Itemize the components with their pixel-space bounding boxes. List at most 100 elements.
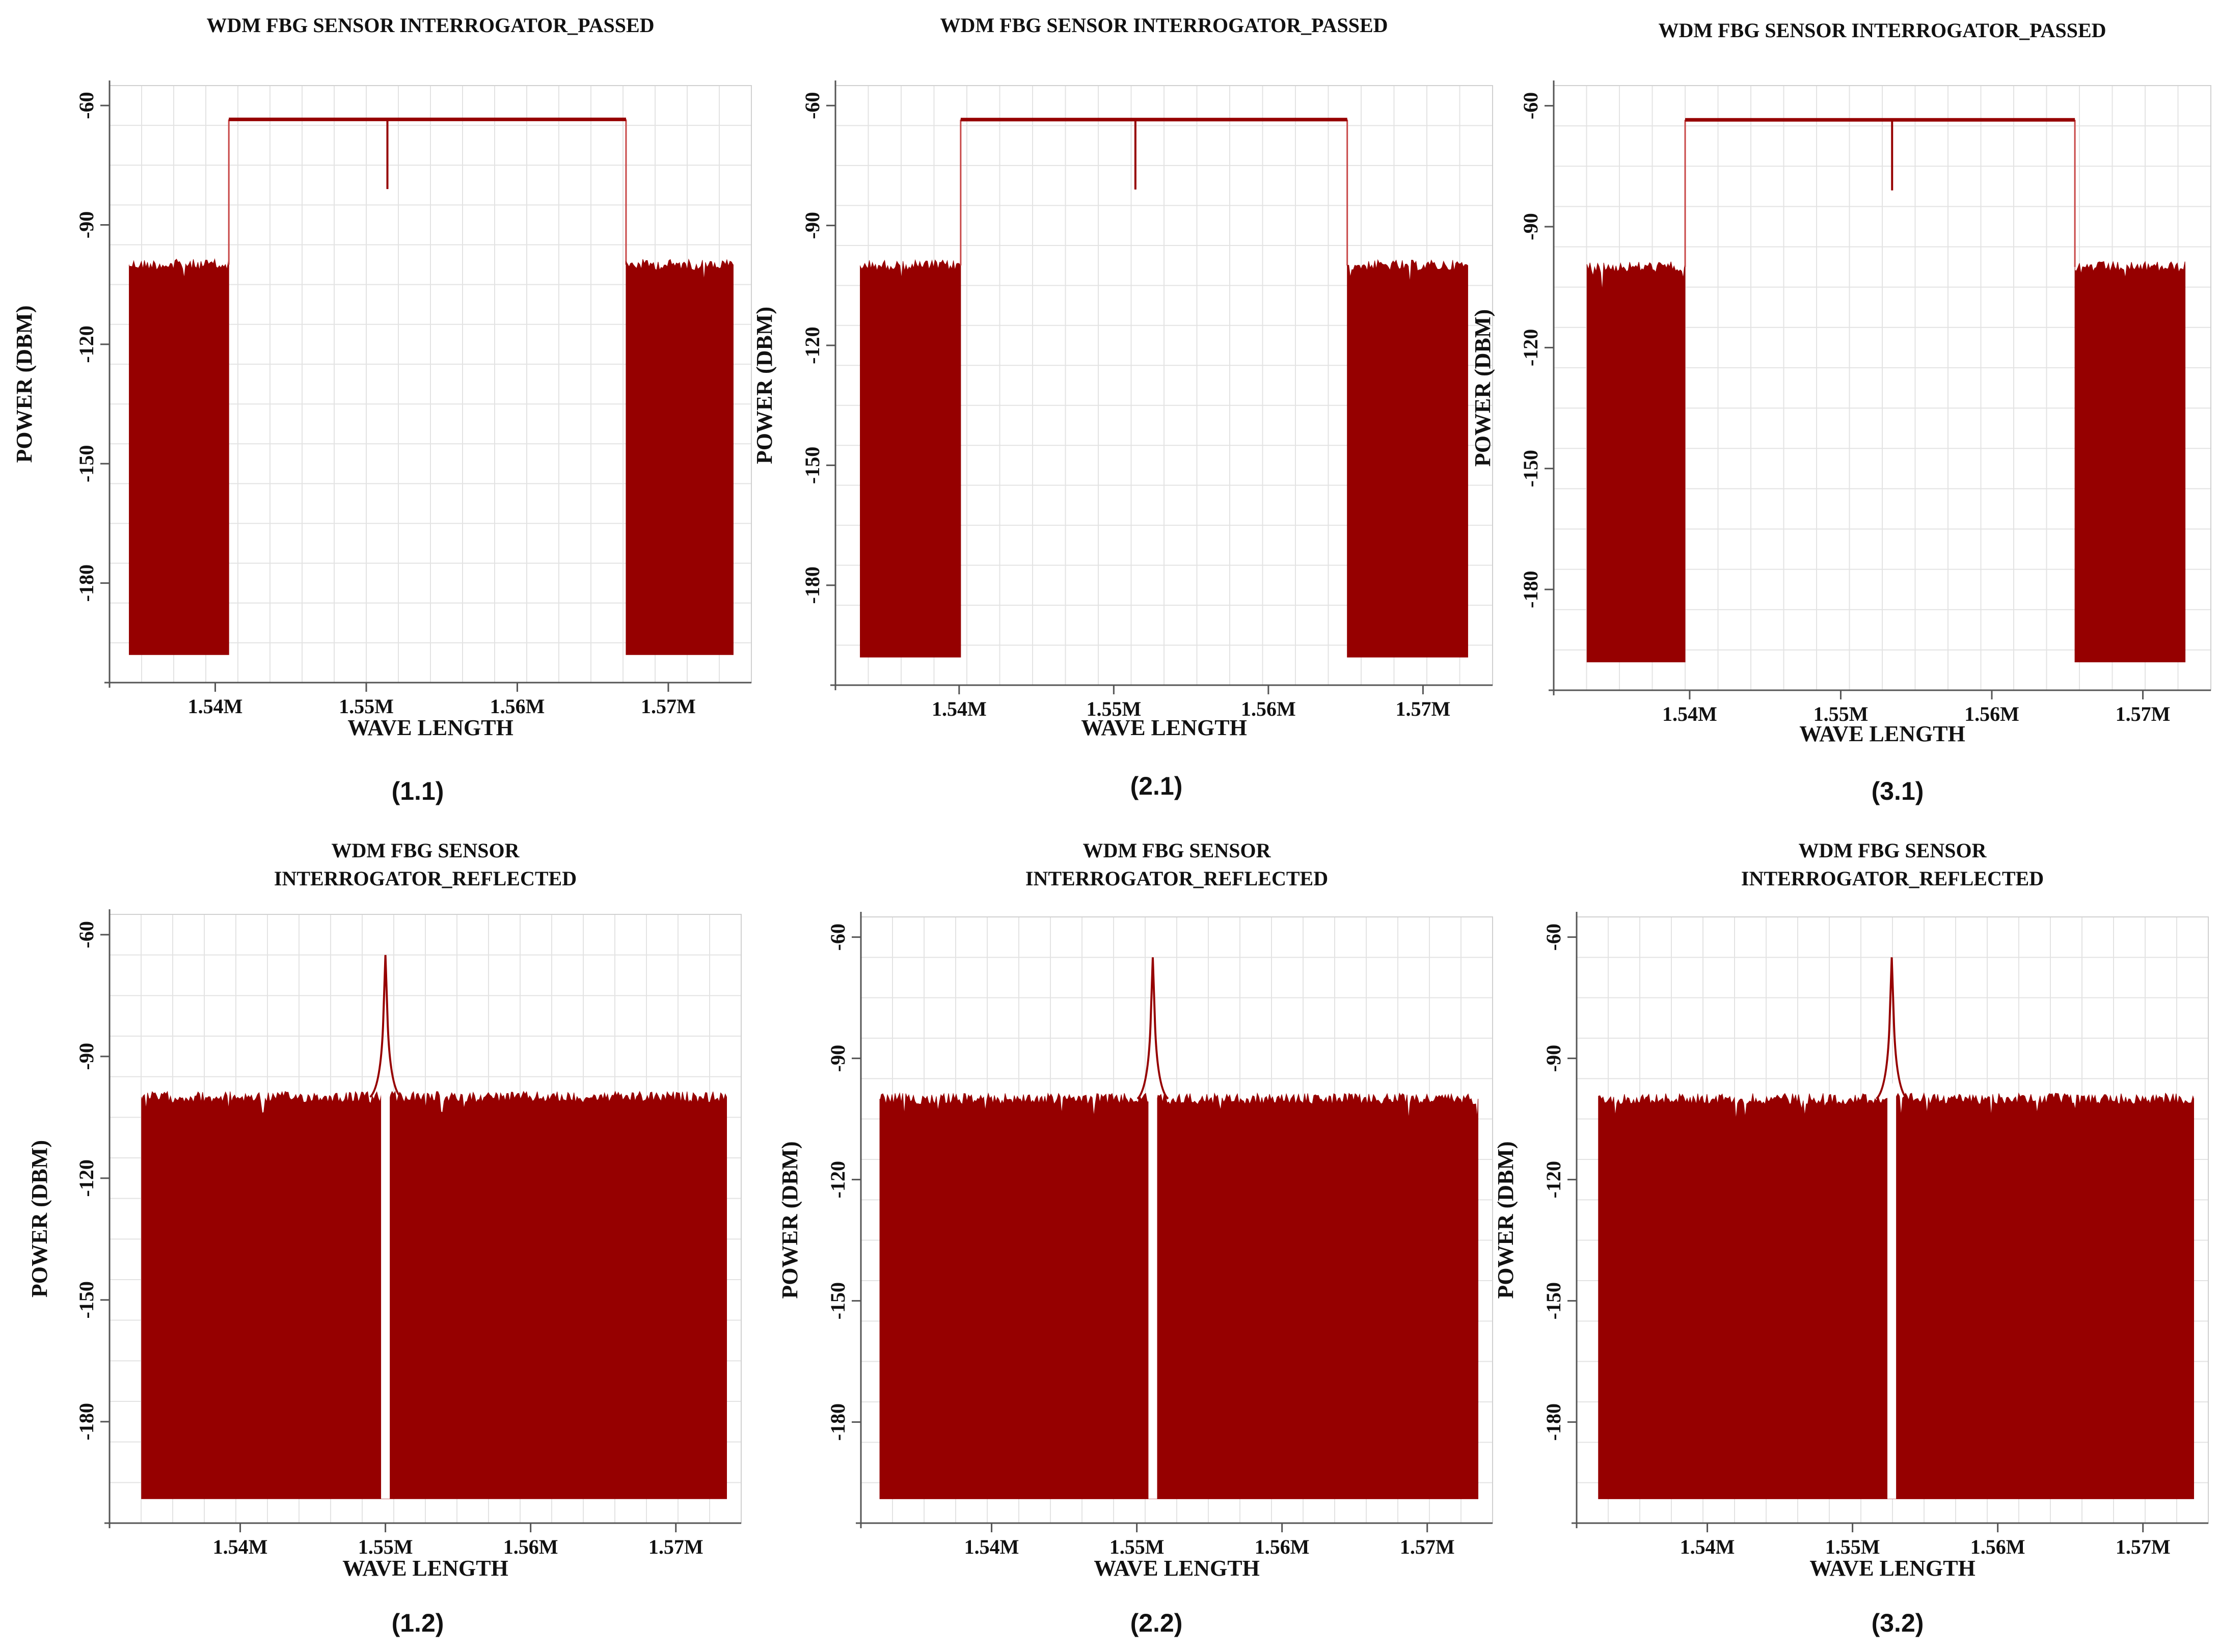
y-tick-label: -90 [1542,1045,1565,1072]
x-axis-label: WAVE LENGTH [347,715,513,740]
chart-panel-2-2: -60 -90 -120 -150 -180 1.54M 1.55M 1.56M 1.57M WD… [777,839,1493,1637]
x-tick-label: 1.54M [1662,702,1717,725]
x-tick-label: 1.55M [358,1535,413,1558]
x-tick-label: 1.54M [213,1535,268,1558]
x-tick-label: 1.56M [1255,1535,1310,1558]
x-tick-label: 1.57M [1400,1535,1455,1558]
y-tick-label: -60 [75,92,98,119]
series-group [141,955,727,1499]
y-tick-label: -150 [1542,1282,1565,1319]
x-tick-label: 1.55M [1110,1535,1165,1558]
x-tick-label: 1.56M [1964,702,2019,725]
y-tick-label: -60 [1542,924,1565,951]
y-axis-label: POWER (DBM) [27,1140,52,1297]
series-group [1598,957,2194,1499]
noise-band-0 [1586,261,1686,663]
x-tick-label: 1.57M [641,695,696,718]
x-tick-label: 1.54M [188,695,243,718]
y-tick-label: -150 [75,445,98,482]
y-tick-label: -180 [1542,1403,1565,1441]
y-tick-label: -180 [1519,571,1542,608]
y-tick-label: -120 [75,326,98,363]
noise-band-0 [128,258,229,655]
y-tick-label: -120 [1519,329,1542,366]
chart-panel-3-1: -60 -90 -120 -150 -180 1.54M 1.55M 1.56M 1.57M WD… [1470,19,2211,805]
series-group [1586,118,2186,663]
y-tick-label: -180 [75,564,98,602]
x-axis-label: WAVE LENGTH [1799,721,1965,746]
chart-title: INTERROGATOR_REFLECTED [1741,867,2044,890]
y-tick-label: -150 [75,1281,98,1318]
y-tick-label: -180 [75,1403,98,1440]
y-axis-label: POWER (DBM) [1493,1141,1518,1298]
series-group [128,117,734,655]
chart-title: WDM FBG SENSOR [1083,839,1271,862]
x-tick-label: 1.57M [2116,702,2171,725]
x-tick-label: 1.56M [490,695,545,718]
panel-caption: (2.1) [1130,772,1183,800]
series-group [879,957,1478,1499]
y-tick-label: -60 [1519,92,1542,119]
noise-band-3 [2074,260,2186,663]
x-tick-label: 1.55M [1825,1535,1880,1558]
y-tick-label: -90 [801,212,824,239]
x-tick-label: 1.56M [1241,697,1296,720]
x-tick-label: 1.56M [503,1535,558,1558]
panel-caption: (1.1) [392,777,444,805]
chart-panel-2-1: -60 -90 -120 -150 -180 1.54M 1.55M 1.56M 1.57M WD… [752,14,1493,800]
chart-panel-3-2: -60 -90 -120 -150 -180 1.54M 1.55M 1.56M 1.57M WD… [1493,839,2209,1637]
x-tick-label: 1.55M [1814,702,1869,725]
x-tick-label: 1.54M [964,1535,1019,1558]
chart-title: WDM FBG SENSOR [332,839,520,862]
band-gap [381,1081,390,1499]
x-axis-label: WAVE LENGTH [342,1556,508,1581]
y-tick-label: -90 [75,1043,98,1070]
y-axis-label: POWER (DBM) [777,1141,802,1298]
reflection-peak [1136,957,1169,1100]
y-tick-label: -120 [826,1161,849,1198]
y-tick-label: -60 [75,921,98,948]
y-tick-label: -180 [801,566,824,604]
panel-caption: (2.2) [1130,1609,1183,1637]
y-tick-label: -60 [801,92,824,119]
x-tick-label: 1.54M [1680,1535,1735,1558]
x-tick-label: 1.57M [648,1535,703,1558]
x-axis-label: WAVE LENGTH [1809,1556,1976,1581]
x-tick-label: 1.57M [1396,697,1451,720]
chart-panel-1-2: -60 -90 -120 -150 -180 1.54M 1.55M 1.56M 1.57M WD… [27,839,742,1637]
y-tick-label: -90 [75,211,98,238]
chart-title: INTERROGATOR_REFLECTED [274,867,577,890]
x-axis-label: WAVE LENGTH [1094,1556,1260,1581]
noise-band-3 [1347,259,1468,658]
series-group [860,118,1468,658]
y-tick-label: -120 [1542,1161,1565,1198]
y-tick-label: -120 [801,327,824,364]
chart-title: INTERROGATOR_REFLECTED [1025,867,1328,890]
band-gap [1148,1084,1157,1499]
y-axis-label: POWER (DBM) [12,305,37,463]
chart-title: WDM FBG SENSOR [1799,839,1987,862]
reflection-peak [369,955,402,1098]
chart-title: WDM FBG SENSOR INTERROGATOR_PASSED [1658,19,2106,42]
noise-band-0 [141,1091,727,1499]
panel-caption: (1.2) [392,1609,444,1637]
y-tick-label: -60 [826,924,849,951]
y-tick-label: -90 [826,1045,849,1072]
x-tick-label: 1.54M [932,697,987,720]
noise-band-3 [626,258,734,655]
y-tick-label: -120 [75,1159,98,1197]
x-tick-label: 1.55M [339,695,394,718]
y-tick-label: -180 [826,1403,849,1441]
x-tick-label: 1.56M [1970,1535,2025,1558]
chart-panel-1-1: -60 -90 -120 -150 -180 1.54M 1.55M 1.56M 1.57M WD… [12,14,752,805]
x-tick-label: 1.55M [1086,697,1141,720]
chart-title: WDM FBG SENSOR INTERROGATOR_PASSED [206,14,654,37]
chart-title: WDM FBG SENSOR INTERROGATOR_PASSED [940,14,1388,37]
y-axis-label: POWER (DBM) [752,307,777,464]
x-tick-label: 1.57M [2116,1535,2171,1558]
panel-caption: (3.2) [1872,1609,1924,1637]
noise-band-0 [879,1092,1478,1499]
reflection-peak [1876,957,1908,1100]
band-gap [1887,1084,1897,1499]
